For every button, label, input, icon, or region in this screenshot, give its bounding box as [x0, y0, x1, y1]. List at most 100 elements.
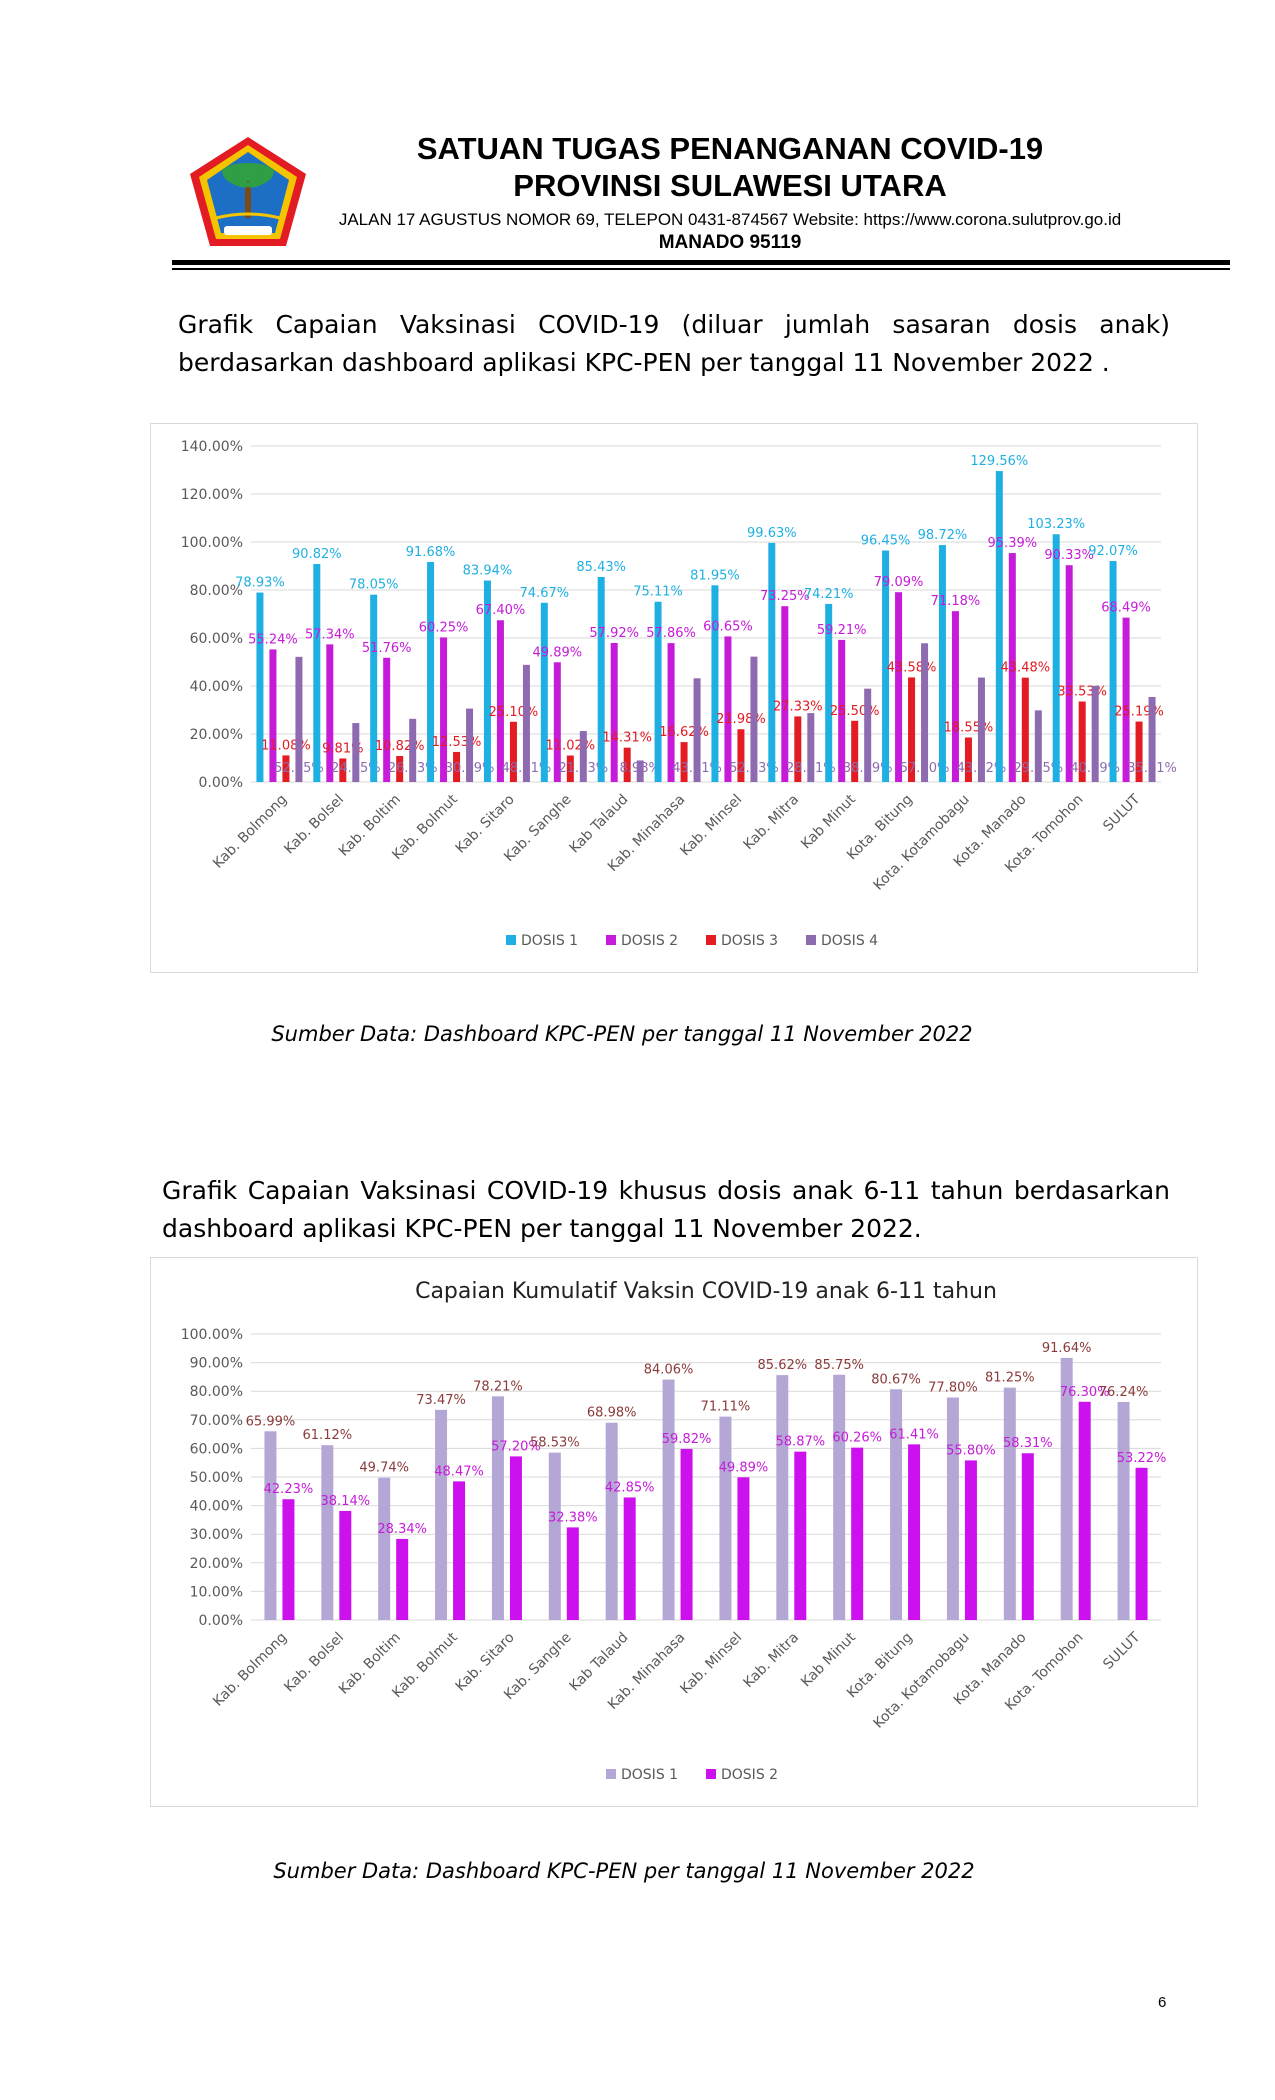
- bar-dosis-1-kab-bolmong: [264, 1431, 277, 1620]
- bar-dosis-4-kab-sanghe: [579, 731, 587, 782]
- y-tick-label: 100.00%: [181, 1327, 243, 1343]
- bar-dosis-2-kab-boltim: [396, 1538, 409, 1620]
- data-label-dosis-4: 40.09%: [1070, 761, 1120, 776]
- y-tick-label: 40.00%: [190, 679, 243, 695]
- data-label-dosis-3: 25.19%: [1114, 705, 1164, 720]
- header-rule-thin: [172, 268, 1230, 270]
- data-label-dosis-3: 43.58%: [887, 660, 937, 675]
- data-label-dosis-1: 61.12%: [303, 1428, 353, 1443]
- y-tick-label: 30.00%: [190, 1527, 243, 1543]
- data-label-dosis-1: 78.93%: [235, 576, 285, 591]
- y-tick-label: 90.00%: [190, 1356, 243, 1372]
- data-label-dosis-4: 30.59%: [445, 761, 495, 776]
- bar-dosis-2-kab-bolmong: [282, 1499, 295, 1620]
- data-label-dosis-1: 65.99%: [246, 1414, 296, 1429]
- data-label-dosis-2: 55.24%: [248, 632, 298, 647]
- data-label-dosis-1: 91.68%: [406, 545, 456, 560]
- data-label-dosis-2: 55.80%: [946, 1443, 996, 1458]
- bar-dosis-1-kota-manado: [1003, 1387, 1016, 1620]
- category-label: Kab Minut: [798, 1629, 859, 1690]
- bar-dosis-1-kab-bolsel: [313, 564, 321, 782]
- data-label-dosis-2: 49.89%: [719, 1460, 769, 1475]
- province-logo: [186, 134, 310, 250]
- category-label: Kota. Kotamobagu: [871, 792, 973, 894]
- data-label-dosis-4: 57.80%: [900, 761, 950, 776]
- bar-dosis-1-kab-sanghe: [548, 1452, 561, 1620]
- bar-dosis-1-kota-bitung: [890, 1389, 903, 1620]
- bar-dosis-1-sulut: [1109, 561, 1117, 782]
- bar-dosis-1-sulut: [1117, 1401, 1130, 1620]
- bar-dosis-2-kab-bolmut: [453, 1481, 466, 1620]
- data-label-dosis-2: 28.34%: [377, 1522, 427, 1537]
- data-label-dosis-3: 27.33%: [773, 699, 823, 714]
- y-tick-label: 10.00%: [190, 1584, 243, 1600]
- bar-dosis-1-kab-boltim: [378, 1477, 391, 1620]
- chart2-svg: Capaian Kumulatif Vaksin COVID-19 anak 6…: [181, 1279, 1167, 1783]
- bar-dosis-2-kab-bolmong: [269, 649, 277, 782]
- legend-label: DOSIS 1: [621, 1767, 678, 1783]
- bar-dosis-2-kab-minut: [838, 639, 846, 782]
- data-label-dosis-1: 84.06%: [644, 1363, 694, 1378]
- bar-dosis-3-kota-kotamobagu: [964, 737, 972, 782]
- bar-dosis-1-kab-mitra: [768, 542, 776, 782]
- bar-dosis-3-sulut: [1135, 721, 1143, 782]
- bar-dosis-1-kota-kotamobagu: [946, 1397, 959, 1620]
- data-label-dosis-4: 52.15%: [274, 761, 324, 776]
- bar-dosis-1-kab-boltim: [370, 594, 378, 782]
- legend-swatch: [706, 1769, 716, 1779]
- bar-dosis-1-kota-tomohon: [1060, 1357, 1073, 1620]
- bar-dosis-1-kab-minsel: [719, 1416, 732, 1620]
- bar-dosis-2-kab-talaud: [610, 642, 618, 782]
- data-label-dosis-1: 74.67%: [520, 586, 570, 601]
- bar-dosis-2-kota-manado: [1021, 1453, 1034, 1620]
- category-label: Kota. Kotamobagu: [871, 1630, 973, 1732]
- data-label-dosis-2: 53.22%: [1117, 1451, 1167, 1466]
- category-label: Kab Minut: [798, 791, 859, 852]
- data-label-dosis-1: 81.25%: [985, 1371, 1035, 1386]
- bar-dosis-4-kab-mitra: [807, 713, 815, 782]
- data-label-dosis-4: 38.89%: [843, 761, 893, 776]
- bar-dosis-1-kab-bolmut: [427, 561, 435, 782]
- header-city: MANADO 95119: [658, 232, 802, 253]
- category-label: Kab. Mitra: [741, 1630, 803, 1692]
- data-label-dosis-2: 58.87%: [776, 1435, 826, 1450]
- section1-source: Sumber Data: Dashboard KPC-PEN per tangg…: [271, 1022, 973, 1046]
- data-label-dosis-3: 33.53%: [1057, 685, 1107, 700]
- data-label-dosis-2: 67.40%: [476, 603, 526, 618]
- bar-dosis-2-kab-mitra: [794, 1451, 807, 1620]
- category-label: Kab. Bolmong: [210, 792, 290, 872]
- data-label-dosis-4: 43.21%: [672, 761, 722, 776]
- header-address: JALAN 17 AGUSTUS NOMOR 69, TELEPON 0431-…: [338, 210, 1122, 229]
- data-label-dosis-1: 68.98%: [587, 1406, 637, 1421]
- bar-dosis-2-kab-minsel: [724, 636, 732, 782]
- data-label-dosis-2: 58.31%: [1003, 1436, 1053, 1451]
- y-tick-label: 100.00%: [181, 535, 243, 551]
- data-label-dosis-3: 16.62%: [659, 725, 709, 740]
- bar-dosis-4-kab-bolmut: [466, 708, 474, 782]
- data-label-dosis-4: 21.23%: [559, 761, 609, 776]
- data-label-dosis-3: 11.08%: [261, 738, 311, 753]
- data-label-dosis-2: 48.47%: [434, 1464, 484, 1479]
- bar-dosis-2-kota-bitung: [908, 1444, 921, 1620]
- bar-dosis-1-kab-talaud: [605, 1422, 618, 1620]
- legend-label: DOSIS 4: [821, 933, 878, 949]
- data-label-dosis-1: 98.72%: [918, 528, 968, 543]
- y-tick-label: 70.00%: [190, 1413, 243, 1429]
- data-label-dosis-2: 57.92%: [589, 626, 639, 641]
- data-label-dosis-3: 18.55%: [944, 720, 994, 735]
- legend-label: DOSIS 1: [521, 933, 578, 949]
- data-label-dosis-2: 68.49%: [1101, 601, 1151, 616]
- bar-dosis-4-kab-bolsel: [352, 723, 360, 782]
- category-label: SULUT: [1100, 791, 1143, 834]
- bar-dosis-4-kota-tomohon: [1091, 685, 1099, 782]
- bar-dosis-2-kab-bolsel: [339, 1510, 352, 1620]
- bar-dosis-4-kota-bitung: [921, 643, 929, 782]
- y-tick-label: 0.00%: [199, 1613, 243, 1629]
- y-tick-label: 20.00%: [190, 1556, 243, 1572]
- y-tick-label: 120.00%: [181, 487, 243, 503]
- section1-paragraph: Grafik Capaian Vaksinasi COVID-19 (dilua…: [178, 310, 1170, 377]
- legend-swatch: [606, 935, 616, 945]
- data-label-dosis-2: 60.26%: [832, 1431, 882, 1446]
- data-label-dosis-2: 51.76%: [362, 641, 412, 656]
- chart1-svg: 0.00% 20.00% 40.00% 60.00% 80.00% 100.00% 120.…: [181, 439, 1177, 949]
